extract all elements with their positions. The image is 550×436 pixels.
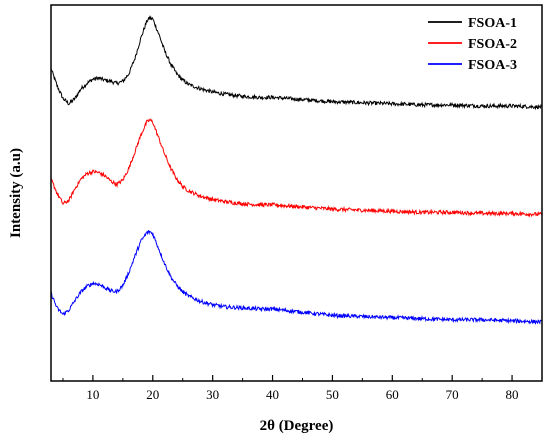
x-axis-title: 2θ (Degree) [260,418,334,434]
x-axis-ticks: 10 20 30 40 50 60 70 80 [62,375,519,402]
x-tick-label: 40 [266,387,279,402]
plot-frame [50,4,543,382]
series-line-fsoa-2 [50,118,543,218]
legend: FSOA-1 FSOA-2 FSOA-3 [428,16,517,73]
plot-lines [50,15,543,325]
x-tick-label: 20 [146,387,159,402]
x-tick-label: 70 [446,387,459,402]
x-tick-label: 30 [206,387,219,402]
x-tick-label: 60 [386,387,399,402]
legend-label-fsoa-1: FSOA-1 [468,16,517,31]
series-line-fsoa-3 [50,229,543,325]
legend-label-fsoa-3: FSOA-3 [468,58,517,73]
series-line-fsoa-1 [50,15,543,111]
x-tick-label: 80 [506,387,519,402]
y-axis-title: Intensity (a.u) [8,148,24,238]
legend-label-fsoa-2: FSOA-2 [468,37,517,52]
x-tick-label: 10 [86,387,99,402]
x-tick-label: 50 [326,387,339,402]
